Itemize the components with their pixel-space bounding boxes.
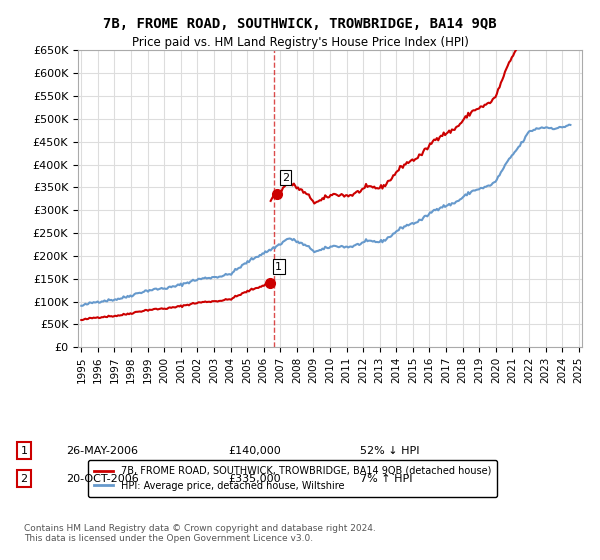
Text: 7% ↑ HPI: 7% ↑ HPI <box>360 474 413 484</box>
Text: £335,000: £335,000 <box>228 474 281 484</box>
Text: 2: 2 <box>282 172 289 183</box>
Text: Contains HM Land Registry data © Crown copyright and database right 2024.
This d: Contains HM Land Registry data © Crown c… <box>24 524 376 543</box>
Text: 2: 2 <box>20 474 28 484</box>
Text: 1: 1 <box>275 262 282 272</box>
Text: 52% ↓ HPI: 52% ↓ HPI <box>360 446 419 456</box>
Text: 7B, FROME ROAD, SOUTHWICK, TROWBRIDGE, BA14 9QB: 7B, FROME ROAD, SOUTHWICK, TROWBRIDGE, B… <box>103 17 497 31</box>
Text: 1: 1 <box>20 446 28 456</box>
Text: 26-MAY-2006: 26-MAY-2006 <box>66 446 138 456</box>
Text: £140,000: £140,000 <box>228 446 281 456</box>
Text: Price paid vs. HM Land Registry's House Price Index (HPI): Price paid vs. HM Land Registry's House … <box>131 36 469 49</box>
Legend: 7B, FROME ROAD, SOUTHWICK, TROWBRIDGE, BA14 9QB (detached house), HPI: Average p: 7B, FROME ROAD, SOUTHWICK, TROWBRIDGE, B… <box>88 460 497 497</box>
Text: 20-OCT-2006: 20-OCT-2006 <box>66 474 139 484</box>
